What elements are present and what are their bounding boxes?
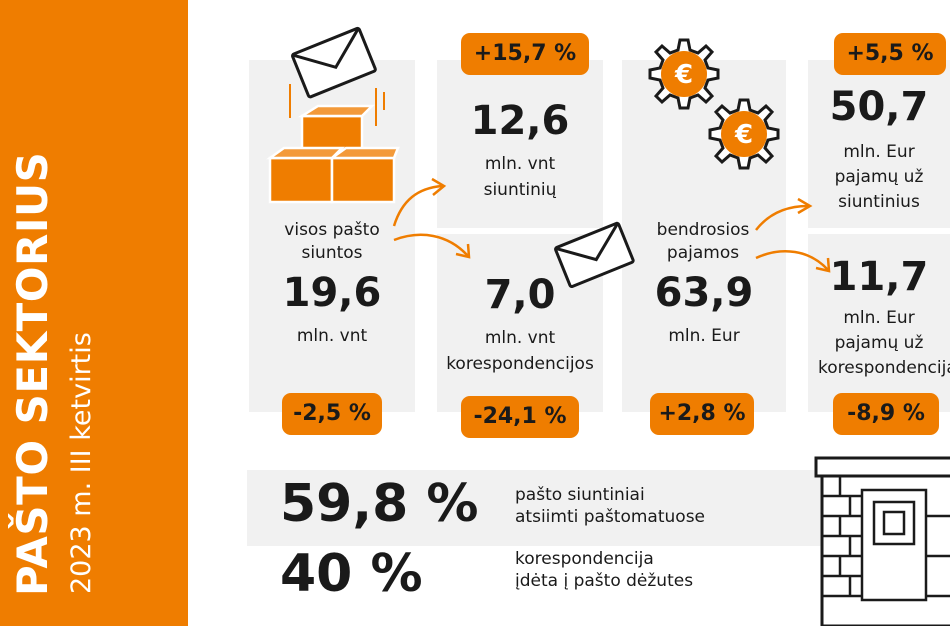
correspondence-value: 7,0 [484, 272, 556, 318]
euro-symbol: € [674, 60, 693, 90]
parcel-locker-icon [814, 456, 950, 626]
total-revenue-unit: mln. Eur [668, 326, 740, 346]
total-revenue-value: 63,9 [654, 270, 754, 316]
revenue-correspondence-line3: korespondenciją [818, 358, 950, 378]
revenue-correspondence-line1: mln. Eur [843, 308, 915, 328]
correspondence-label: korespondencijos [446, 354, 594, 374]
total-revenue-change-badge: +2,8 % [650, 393, 754, 435]
arrow-to-revenue-parcels [755, 197, 813, 231]
arrow-to-correspondence [393, 233, 471, 259]
panel-revenue-correspondence [808, 234, 950, 412]
euro-symbol: € [734, 120, 753, 150]
euro-gears-icon: € € [648, 38, 780, 170]
parcel-lockers-share: 59,8 % [280, 474, 479, 534]
revenue-parcels-line2: pajamų už [834, 167, 924, 187]
correspondence-unit: mln. vnt [484, 328, 556, 348]
revenue-correspondence-line3-clip: korespondenciją [808, 356, 950, 382]
mailbox-share: 40 % [280, 544, 423, 604]
sidebar-title: PAŠTO SEKTORIUS [8, 151, 57, 596]
total-mail-label-2: siuntos [301, 243, 363, 263]
revenue-parcels-line3: siuntinius [838, 192, 920, 212]
parcels-value: 12,6 [470, 98, 570, 144]
envelope-icon [554, 221, 635, 289]
total-mail-change-badge: -2,5 % [282, 393, 382, 435]
revenue-parcels-value: 50,7 [829, 84, 929, 130]
mailbox-line1: korespondencija [515, 549, 654, 569]
revenue-correspondence-line2: pajamų už [834, 333, 924, 353]
panel-revenue-parcels [808, 60, 950, 228]
revenue-parcels-line1: mln. Eur [843, 142, 915, 162]
panel-bottom-stats [247, 470, 847, 546]
parcels-label: siuntinių [483, 180, 557, 200]
parcel-lockers-line1: pašto siuntiniai [515, 485, 645, 505]
revenue-correspondence-value: 11,7 [829, 254, 929, 300]
packages-icon [266, 26, 400, 204]
total-mail-value: 19,6 [282, 270, 382, 316]
parcels-unit: mln. vnt [484, 154, 556, 174]
arrow-to-parcels [392, 177, 447, 227]
panel-parcels [437, 60, 603, 228]
total-revenue-label-1: bendrosios [656, 220, 750, 240]
arrow-to-revenue-correspondence [755, 250, 831, 273]
sidebar: PAŠTO SEKTORIUS 2023 m. III ketvirtis [0, 0, 188, 626]
correspondence-change-badge: -24,1 % [461, 396, 579, 438]
parcels-change-badge: +15,7 % [461, 33, 589, 75]
sidebar-subtitle: 2023 m. III ketvirtis [66, 332, 97, 594]
total-revenue-label-2: pajamos [666, 243, 740, 263]
parcel-lockers-line2: atsiimti paštomatuose [515, 507, 706, 527]
revenue-parcels-change-badge: +5,5 % [834, 33, 946, 75]
total-mail-unit: mln. vnt [296, 326, 368, 346]
revenue-correspondence-change-badge: -8,9 % [833, 393, 939, 435]
mailbox-line2: įdėta į pašto dėžutes [515, 571, 694, 591]
total-mail-label-1: visos pašto [284, 220, 380, 240]
